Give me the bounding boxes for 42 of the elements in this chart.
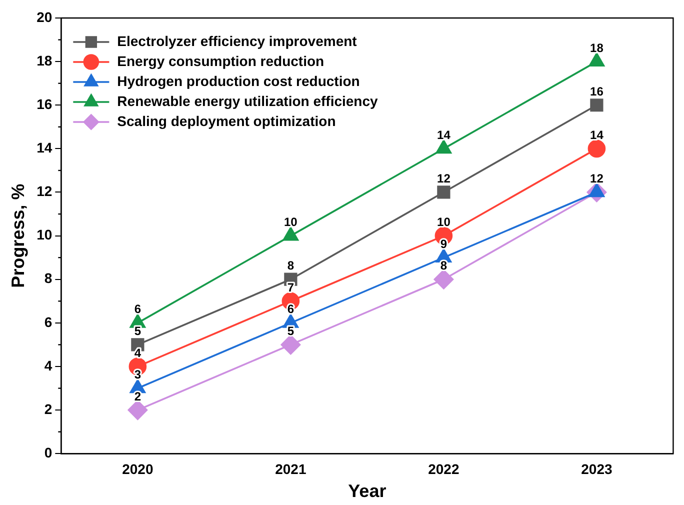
y-tick-label: 8 <box>44 270 52 286</box>
data-label: 12 <box>437 172 451 186</box>
data-label: 2 <box>134 389 142 404</box>
data-label: 5 <box>287 324 294 338</box>
y-tick-label: 10 <box>36 226 52 243</box>
data-label: 6 <box>134 302 142 316</box>
y-tick-label: 0 <box>44 444 52 460</box>
y-tick-label: 20 <box>36 8 52 25</box>
data-label: 14 <box>437 128 451 142</box>
data-label: 10 <box>284 215 298 230</box>
legend-label: Scaling deployment optimization <box>117 112 336 129</box>
data-label: 14 <box>590 128 604 142</box>
y-tick-label: 6 <box>44 314 52 330</box>
x-axis-title: Year <box>348 481 386 502</box>
y-axis-title: Progress, % <box>8 184 28 288</box>
y-tick-label: 14 <box>36 140 52 156</box>
data-label: 10 <box>437 215 451 230</box>
data-label: 12 <box>590 172 604 186</box>
point <box>588 140 606 158</box>
y-tick-label: 4 <box>44 357 52 374</box>
x-tick-label: 2021 <box>275 460 306 477</box>
data-label: 8 <box>440 258 448 273</box>
point <box>128 400 148 420</box>
x-tick-label: 2020 <box>122 460 154 477</box>
point <box>280 334 301 355</box>
y-tick-label: 18 <box>36 52 52 68</box>
x-tick-label: 2023 <box>581 460 612 477</box>
point <box>437 186 450 199</box>
data-label: 8 <box>287 258 294 273</box>
data-label: 5 <box>134 324 142 338</box>
point <box>434 269 454 290</box>
point <box>590 98 604 112</box>
y-tick-label: 16 <box>36 96 52 112</box>
legend-label: Energy consumption reduction <box>117 52 324 69</box>
y-tick-label: 2 <box>44 400 52 417</box>
y-tick-label: 12 <box>36 183 52 200</box>
legend-label: Electrolyzer efficiency improvement <box>117 32 358 49</box>
legend-label: Hydrogen production cost reduction <box>117 72 360 89</box>
legend-label: Renewable energy utilization efficiency <box>117 92 378 109</box>
data-label: 16 <box>590 84 604 98</box>
x-tick-label: 2022 <box>428 460 460 477</box>
data-label: 18 <box>590 40 604 55</box>
